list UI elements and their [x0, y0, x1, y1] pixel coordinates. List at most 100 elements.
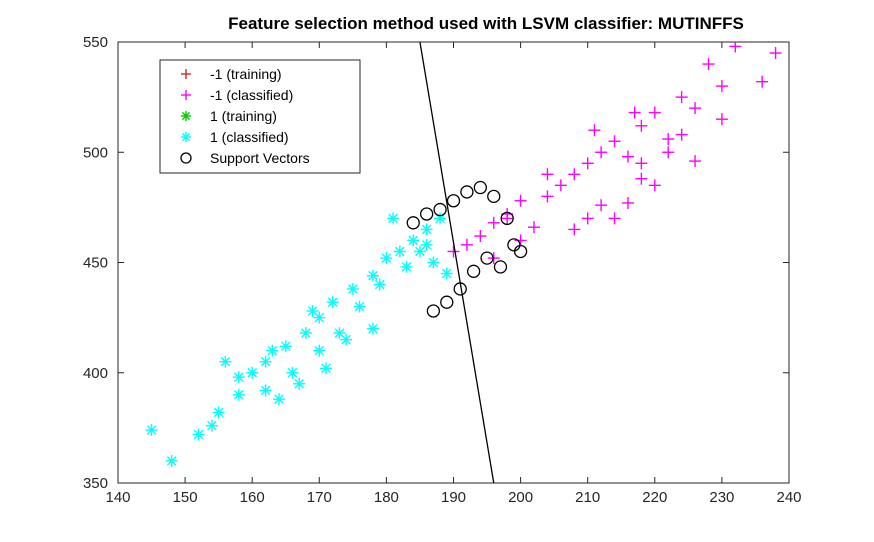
legend-marker	[181, 69, 191, 79]
x-tick-label: 150	[173, 489, 198, 506]
y-tick-label: 450	[83, 255, 108, 272]
x-tick-label: 230	[709, 489, 734, 506]
legend-label: Support Vectors	[210, 150, 310, 166]
data-point	[380, 252, 393, 265]
data-point	[293, 377, 306, 390]
x-tick-label: 160	[240, 489, 265, 506]
data-point	[487, 216, 500, 229]
data-point	[232, 388, 245, 401]
series-1	[447, 42, 782, 265]
data-point	[662, 133, 675, 146]
data-point	[205, 419, 218, 432]
x-tick-label: 180	[374, 489, 399, 506]
data-point	[427, 256, 440, 269]
legend-marker	[180, 152, 192, 164]
data-point	[313, 344, 326, 357]
x-axis: 140 150 160 170 180 190 200 210 220 230 240	[105, 42, 802, 506]
data-point	[387, 212, 400, 225]
data-point	[246, 366, 259, 379]
data-point	[353, 300, 366, 313]
data-point	[474, 230, 487, 243]
data-point	[420, 207, 434, 221]
data-point	[662, 146, 675, 159]
decision-boundary-line	[419, 42, 495, 483]
data-point	[460, 238, 473, 251]
data-point	[568, 223, 581, 236]
data-point	[259, 355, 272, 368]
data-point	[279, 340, 292, 353]
data-point	[581, 212, 594, 225]
legend-marker	[181, 132, 191, 142]
data-point	[420, 223, 433, 236]
data-point	[608, 212, 621, 225]
data-point	[635, 172, 648, 185]
data-point	[446, 194, 461, 208]
data-point	[192, 428, 205, 441]
data-point	[145, 424, 158, 437]
data-point	[346, 282, 359, 295]
data-point	[212, 406, 225, 419]
y-tick-label: 550	[83, 34, 108, 51]
data-point	[514, 234, 527, 247]
data-point	[320, 362, 333, 375]
data-point	[286, 366, 299, 379]
legend-box	[159, 59, 361, 174]
data-point	[165, 454, 178, 467]
data-point	[426, 304, 441, 318]
data-point	[715, 113, 728, 126]
data-point	[466, 264, 481, 278]
x-tick-label: 210	[575, 489, 600, 506]
data-point	[769, 47, 782, 60]
data-point	[689, 102, 702, 115]
data-point	[541, 190, 554, 203]
data-point	[266, 344, 279, 357]
chart-title: Feature selection method used with LSVM …	[228, 14, 744, 33]
data-point	[333, 327, 346, 340]
data-point	[406, 216, 420, 230]
data-point	[433, 202, 447, 217]
x-tick-label: 200	[508, 489, 533, 506]
series-4	[406, 180, 528, 318]
y-tick-label: 350	[83, 475, 108, 492]
data-point	[675, 128, 688, 141]
data-point	[715, 80, 728, 93]
data-point	[440, 267, 453, 280]
data-point	[648, 106, 661, 119]
legend-marker	[181, 90, 191, 100]
data-point	[628, 106, 641, 119]
legend-label: 1 (classified)	[210, 129, 289, 145]
data-point	[460, 185, 474, 199]
data-point	[493, 260, 508, 274]
data-point	[420, 238, 433, 251]
data-point	[299, 327, 312, 340]
data-point	[480, 251, 494, 265]
data-point	[500, 211, 514, 226]
data-point	[588, 124, 601, 137]
data-point	[487, 189, 501, 204]
data-point	[541, 168, 554, 181]
data-point	[635, 119, 648, 132]
data-point	[259, 384, 272, 397]
data-point	[729, 42, 742, 53]
data-point	[554, 179, 567, 192]
data-point	[440, 295, 454, 309]
data-point	[447, 245, 460, 258]
legend: -1 (training) -1 (classified) 1 (training)…	[159, 59, 361, 174]
data-point	[407, 234, 420, 247]
data-point	[366, 269, 379, 282]
data-layer	[145, 42, 782, 483]
data-point	[581, 157, 594, 170]
data-point	[232, 371, 245, 384]
data-point	[393, 245, 406, 258]
data-point	[501, 212, 514, 225]
data-point	[621, 196, 634, 209]
data-point	[635, 157, 648, 170]
x-tick-label: 140	[105, 489, 130, 506]
legend-label: -1 (training)	[210, 66, 282, 82]
data-point	[219, 355, 232, 368]
data-point	[373, 278, 386, 291]
data-point	[306, 305, 319, 318]
data-point	[273, 393, 286, 406]
data-point	[507, 238, 521, 252]
